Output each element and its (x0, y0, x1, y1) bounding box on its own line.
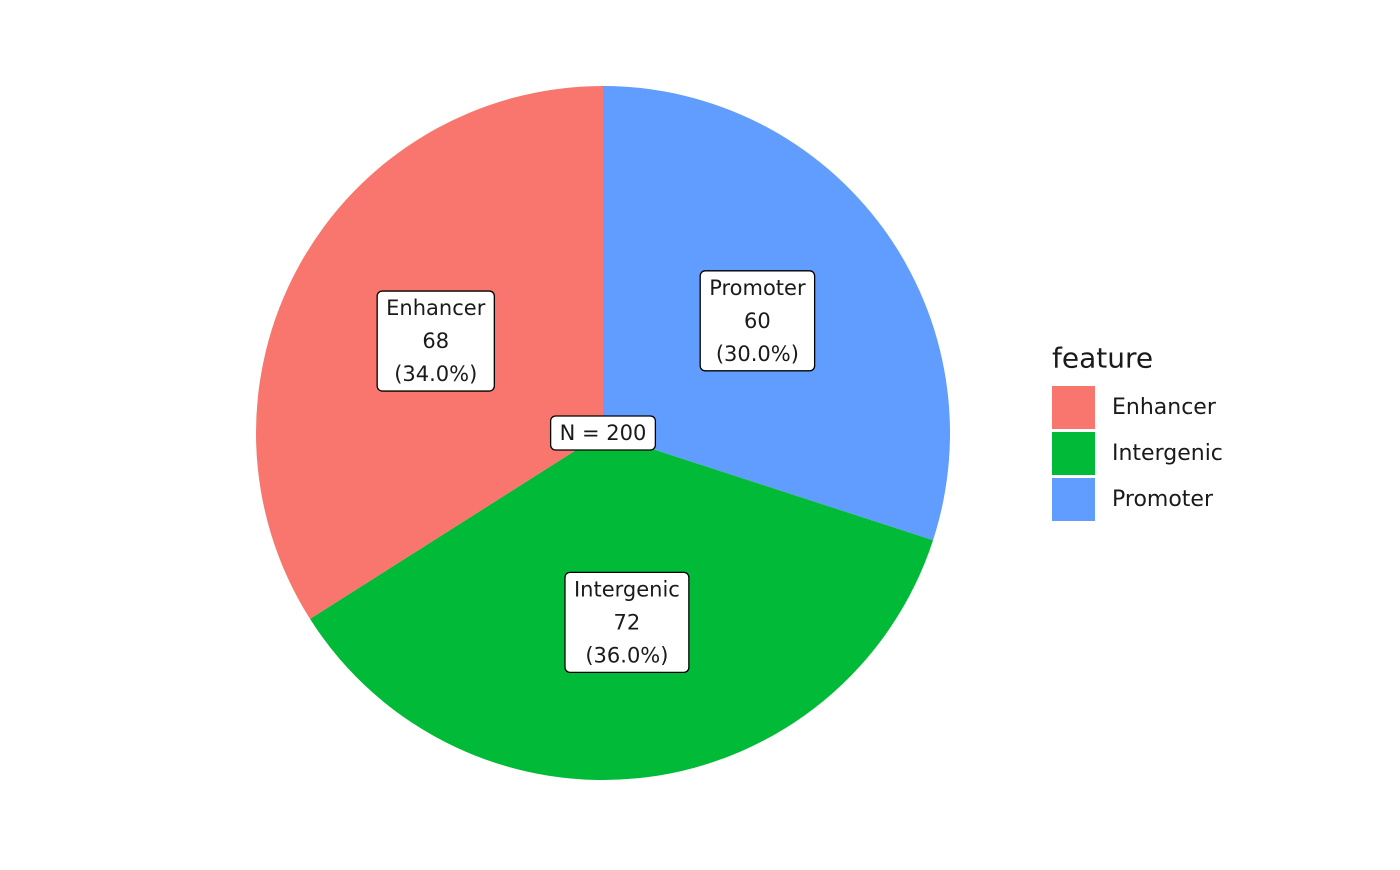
pie-slices (255, 85, 950, 780)
slice-label-intergenic: Intergenic 72 (36.0%) (564, 571, 690, 673)
legend-label-enhancer: Enhancer (1112, 395, 1217, 420)
slice-label-box (376, 290, 495, 392)
legend-swatch-enhancer (1052, 386, 1095, 429)
slice-label-value: 68 (422, 329, 449, 353)
total-label: N = 200 (549, 415, 657, 451)
slice-label-promoter: Promoter 60 (30.0%) (699, 270, 816, 372)
total-count-label: N = 200 (549, 415, 657, 451)
slice-label-percent: (30.0%) (716, 342, 799, 366)
legend-item-promoter: Promoter (1052, 478, 1214, 521)
slice-label-category: Promoter (709, 276, 806, 300)
legend-label-promoter: Promoter (1112, 487, 1214, 512)
legend-item-enhancer: Enhancer (1052, 386, 1217, 429)
total-label-text: N = 200 (560, 421, 647, 445)
slice-label-category: Intergenic (574, 577, 680, 601)
total-label-box (549, 415, 657, 451)
slice-label-percent: (34.0%) (394, 362, 477, 386)
legend-swatch-promoter (1052, 478, 1095, 521)
slice-label-value: 60 (744, 309, 771, 333)
legend-item-intergenic: Intergenic (1052, 432, 1223, 475)
legend-title: feature (1052, 342, 1153, 375)
slice-label-box (564, 571, 690, 673)
legend-label-intergenic: Intergenic (1112, 441, 1223, 466)
slice-labels: Promoter 60 (30.0%) Intergenic 72 (36.0%) Enha… (376, 270, 816, 673)
slice-label-box (699, 270, 816, 372)
slice-label-percent: (36.0%) (585, 643, 668, 667)
slice-label-value: 72 (614, 610, 641, 634)
legend: feature Enhancer Intergenic Promoter (1052, 342, 1223, 521)
slice-label-enhancer: Enhancer 68 (34.0%) (376, 290, 495, 392)
slice-label-category: Enhancer (386, 296, 486, 320)
legend-swatch-intergenic (1052, 432, 1095, 475)
